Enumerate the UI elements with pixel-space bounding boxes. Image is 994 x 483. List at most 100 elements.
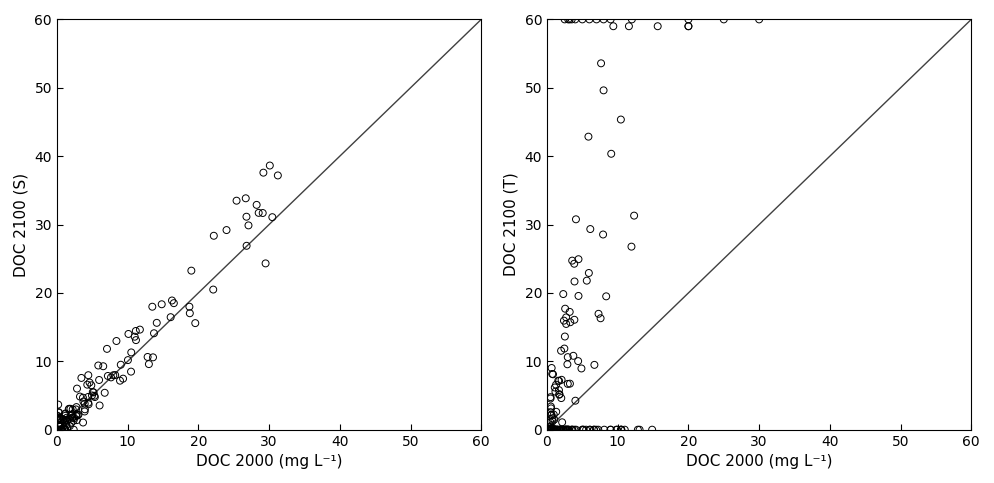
Point bbox=[557, 426, 573, 434]
Point bbox=[543, 422, 559, 430]
Point bbox=[555, 418, 571, 426]
Point bbox=[238, 195, 253, 202]
Point bbox=[58, 416, 74, 424]
Point bbox=[128, 327, 144, 335]
Point bbox=[567, 316, 582, 324]
Point bbox=[549, 426, 565, 434]
Point bbox=[558, 426, 574, 434]
Point bbox=[608, 426, 624, 434]
Point bbox=[86, 393, 102, 401]
Point bbox=[74, 374, 89, 382]
Point bbox=[561, 15, 577, 23]
Point bbox=[69, 411, 84, 418]
Point bbox=[624, 15, 640, 23]
Point bbox=[219, 226, 235, 234]
Point bbox=[56, 415, 72, 423]
Point bbox=[559, 320, 575, 328]
Point bbox=[53, 426, 69, 434]
Point bbox=[57, 411, 73, 418]
Point bbox=[588, 15, 604, 23]
Point bbox=[239, 242, 254, 250]
Point bbox=[623, 243, 639, 251]
Point bbox=[54, 426, 70, 434]
Point bbox=[595, 15, 611, 23]
Point bbox=[96, 389, 112, 397]
Point bbox=[557, 345, 573, 353]
Point bbox=[590, 310, 606, 318]
Point bbox=[554, 426, 570, 434]
Point bbox=[617, 426, 633, 434]
Point bbox=[613, 426, 629, 434]
Point bbox=[84, 392, 100, 399]
Point bbox=[254, 209, 270, 217]
Point bbox=[140, 353, 156, 361]
Point bbox=[80, 381, 95, 388]
Point bbox=[77, 400, 92, 408]
Point bbox=[86, 392, 102, 399]
Point bbox=[545, 424, 561, 432]
Point bbox=[576, 426, 591, 434]
Point bbox=[556, 426, 572, 434]
Point bbox=[123, 368, 139, 375]
Point bbox=[187, 319, 203, 327]
Point bbox=[83, 382, 99, 389]
Point bbox=[250, 209, 266, 217]
Point bbox=[206, 286, 222, 294]
Point bbox=[580, 269, 596, 277]
Point bbox=[552, 391, 568, 398]
Point bbox=[50, 417, 66, 425]
Point bbox=[560, 426, 576, 434]
Point bbox=[580, 133, 596, 141]
Point bbox=[115, 375, 131, 383]
Point bbox=[64, 419, 80, 426]
Point bbox=[545, 417, 561, 425]
Point bbox=[554, 376, 570, 384]
Point bbox=[548, 388, 564, 396]
Point bbox=[543, 424, 559, 432]
Point bbox=[565, 257, 580, 265]
Point bbox=[65, 414, 81, 422]
Point bbox=[560, 426, 576, 434]
Point bbox=[613, 426, 629, 434]
Point bbox=[540, 426, 556, 434]
Point bbox=[120, 356, 136, 364]
Point bbox=[91, 376, 107, 384]
Point bbox=[81, 371, 96, 379]
Point bbox=[95, 362, 111, 370]
Point bbox=[270, 171, 286, 179]
Point bbox=[58, 412, 74, 420]
Point bbox=[132, 326, 148, 333]
Point bbox=[650, 22, 666, 30]
Point bbox=[571, 357, 586, 365]
Point bbox=[567, 278, 582, 285]
Point bbox=[609, 426, 625, 434]
Point bbox=[64, 412, 80, 419]
Point bbox=[542, 426, 558, 434]
Point bbox=[81, 399, 96, 407]
Point bbox=[76, 398, 91, 405]
Point bbox=[554, 394, 570, 402]
Point bbox=[562, 308, 578, 316]
Point bbox=[50, 426, 66, 434]
Point bbox=[582, 225, 598, 233]
Point bbox=[52, 426, 68, 434]
Point bbox=[558, 426, 574, 434]
Point bbox=[644, 426, 660, 434]
Point bbox=[564, 426, 580, 434]
Point bbox=[555, 426, 571, 434]
Point bbox=[123, 349, 139, 356]
Point bbox=[598, 293, 614, 300]
Point bbox=[91, 401, 107, 409]
Point bbox=[90, 362, 106, 369]
Point bbox=[544, 426, 560, 434]
Point bbox=[166, 299, 182, 307]
Point bbox=[575, 426, 590, 434]
Point bbox=[54, 426, 70, 434]
Point bbox=[626, 212, 642, 219]
Point bbox=[602, 15, 618, 23]
Point bbox=[549, 426, 565, 434]
Point bbox=[547, 416, 563, 424]
Point bbox=[545, 370, 561, 378]
Point bbox=[582, 426, 598, 434]
Point bbox=[571, 256, 586, 263]
